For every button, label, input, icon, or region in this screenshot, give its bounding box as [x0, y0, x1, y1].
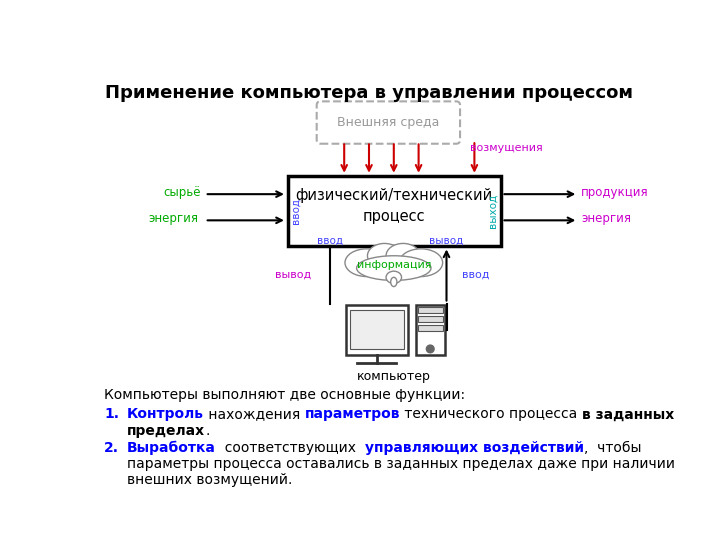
- Text: ввод: ввод: [462, 269, 490, 279]
- Text: компьютер: компьютер: [357, 370, 431, 383]
- Text: внешних возмущений.: внешних возмущений.: [127, 473, 292, 487]
- Text: .: .: [205, 424, 210, 438]
- Text: параметры процесса оставались в заданных пределах даже при наличии: параметры процесса оставались в заданных…: [127, 457, 675, 471]
- Bar: [350, 309, 404, 349]
- Text: Применение компьютера в управлении процессом: Применение компьютера в управлении проце…: [105, 84, 633, 102]
- Bar: [415, 305, 445, 355]
- Text: Выработка: Выработка: [127, 441, 216, 455]
- Text: вывод: вывод: [274, 269, 311, 279]
- Text: выход: выход: [488, 194, 498, 228]
- Text: возмущения: возмущения: [469, 143, 542, 153]
- Text: энергия: энергия: [581, 212, 631, 225]
- Bar: [418, 325, 443, 331]
- Text: параметров: параметров: [305, 408, 400, 421]
- Bar: [418, 307, 443, 313]
- Text: управляющих воздействий: управляющих воздействий: [365, 441, 584, 455]
- Text: ввод: ввод: [318, 235, 343, 245]
- Bar: [287, 177, 500, 246]
- Text: пределах: пределах: [127, 424, 205, 438]
- Circle shape: [426, 345, 434, 353]
- Bar: [346, 305, 408, 355]
- Ellipse shape: [345, 249, 388, 276]
- Text: 1.: 1.: [104, 408, 119, 421]
- Text: сырьё: сырьё: [163, 186, 201, 199]
- Text: ,  чтобы: , чтобы: [584, 441, 642, 455]
- Ellipse shape: [367, 244, 402, 268]
- Text: Контроль: Контроль: [127, 408, 204, 421]
- Ellipse shape: [356, 256, 431, 280]
- Text: физический/технический
процесс: физический/технический процесс: [295, 188, 492, 224]
- FancyBboxPatch shape: [317, 102, 460, 144]
- Text: Внешняя среда: Внешняя среда: [337, 116, 440, 129]
- Text: 2.: 2.: [104, 441, 119, 455]
- Ellipse shape: [386, 244, 420, 268]
- Text: технического процесса: технического процесса: [400, 408, 582, 421]
- Ellipse shape: [386, 271, 402, 284]
- Text: вывод: вывод: [429, 235, 464, 245]
- Ellipse shape: [391, 278, 397, 287]
- Text: Компьютеры выполняют две основные функции:: Компьютеры выполняют две основные функци…: [104, 388, 465, 402]
- Text: соответствующих: соответствующих: [216, 441, 365, 455]
- Ellipse shape: [399, 249, 443, 276]
- Text: ввод: ввод: [290, 198, 300, 224]
- Text: нахождения: нахождения: [204, 408, 305, 421]
- Text: в заданных: в заданных: [582, 408, 674, 421]
- Text: информация: информация: [356, 260, 431, 270]
- Text: продукция: продукция: [581, 186, 649, 199]
- Bar: [418, 316, 443, 322]
- Text: энергия: энергия: [148, 212, 198, 225]
